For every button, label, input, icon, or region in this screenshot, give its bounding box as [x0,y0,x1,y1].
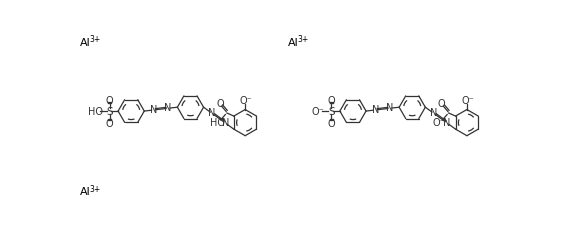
Text: O: O [106,118,113,128]
Text: O: O [216,99,223,109]
Text: N: N [222,117,229,127]
Text: O: O [328,95,335,105]
Text: N: N [150,104,157,114]
Text: O: O [328,118,335,128]
Text: HO: HO [88,107,103,116]
Text: S: S [107,107,113,116]
Text: N: N [386,103,393,113]
Text: O⁻: O⁻ [240,96,252,106]
Text: Al: Al [79,38,90,47]
Text: O⁻: O⁻ [432,118,445,128]
Text: Al: Al [287,38,298,47]
Text: N: N [372,104,379,114]
Text: 3+: 3+ [90,35,101,44]
Text: Al: Al [79,186,90,196]
Text: 3+: 3+ [298,35,309,44]
Text: N: N [430,108,438,118]
Text: O⁻: O⁻ [461,96,474,106]
Text: N: N [444,117,451,127]
Text: N: N [209,108,216,118]
Text: O⁻: O⁻ [311,107,324,116]
Text: O: O [438,99,445,109]
Text: 3+: 3+ [90,184,101,193]
Text: S: S [328,107,335,116]
Text: N: N [164,103,172,113]
Text: O: O [106,95,113,105]
Text: HO: HO [210,118,225,128]
